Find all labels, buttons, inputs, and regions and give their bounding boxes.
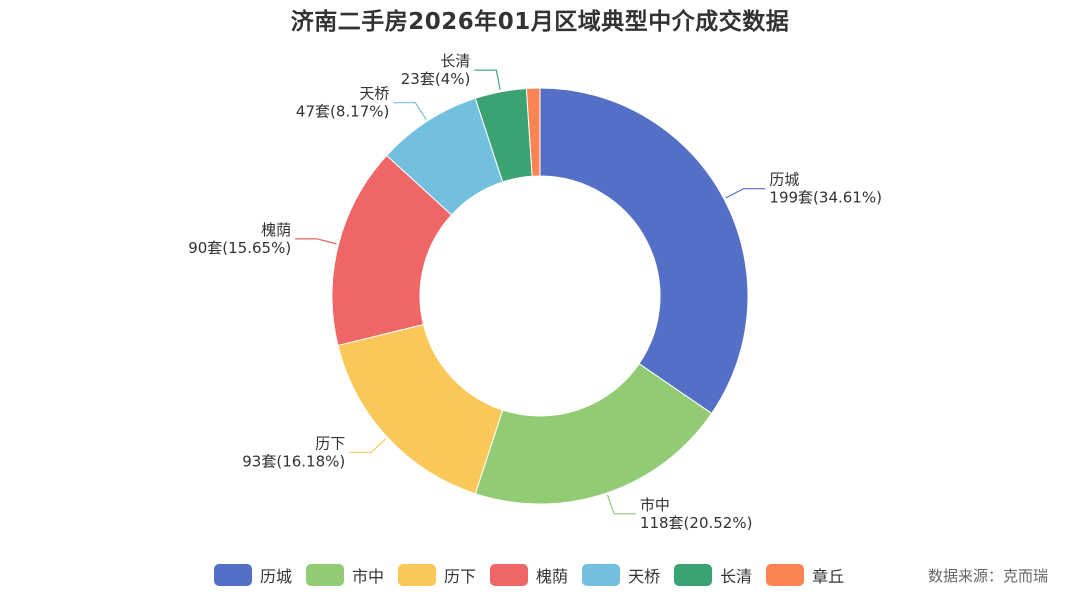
data-label-历城: 历城 199套(34.61%) [769,171,882,207]
chart-legend: 历城 市中 历下 槐荫 天桥 长清 章丘 [214,562,858,588]
legend-label: 市中 [352,567,385,586]
legend-label: 历下 [444,567,477,586]
leader-line-长清 [474,69,501,90]
slice-历下[interactable] [337,323,504,495]
leader-line-天桥 [393,102,427,120]
legend-item-市中[interactable]: 市中 [306,563,384,587]
legend-label: 天桥 [628,567,661,586]
legend-label: 历城 [260,567,293,586]
data-label-市中: 市中 118套(20.52%) [640,496,753,532]
slice-市中[interactable] [474,363,713,505]
legend-item-天桥[interactable]: 天桥 [582,563,660,587]
data-label-历下: 历下 93套(16.18%) [242,434,345,470]
legend-item-长清[interactable]: 长清 [674,563,752,587]
legend-swatch [674,564,713,586]
legend-label: 章丘 [812,567,845,586]
legend-swatch [766,564,805,586]
legend-swatch [306,564,345,586]
legend-item-历下[interactable]: 历下 [398,563,476,587]
data-label-长清: 长清 23套(4%) [401,52,471,88]
leader-line-历下 [349,438,387,453]
data-label-槐荫: 槐荫 90套(15.65%) [188,221,291,257]
legend-label: 长清 [720,567,753,586]
legend-swatch [398,564,437,586]
legend-swatch [582,564,621,586]
leader-line-槐荫 [295,238,337,245]
data-label-天桥: 天桥 47套(8.17%) [296,85,389,121]
slice-章丘[interactable] [525,87,541,177]
legend-item-槐荫[interactable]: 槐荫 [490,563,568,587]
legend-item-章丘[interactable]: 章丘 [766,563,844,587]
legend-swatch [214,564,252,586]
source-note: 数据来源：克而瑞 [928,567,1049,585]
chart-title: 济南二手房2026年01月区域典型中介成交数据 [290,9,790,35]
slice-历城[interactable] [539,87,749,415]
legend-swatch [490,564,529,586]
leader-line-市中 [606,494,636,515]
legend-label: 槐荫 [536,567,569,586]
leader-line-历城 [725,188,766,199]
legend-item-历城[interactable]: 历城 [214,563,292,587]
